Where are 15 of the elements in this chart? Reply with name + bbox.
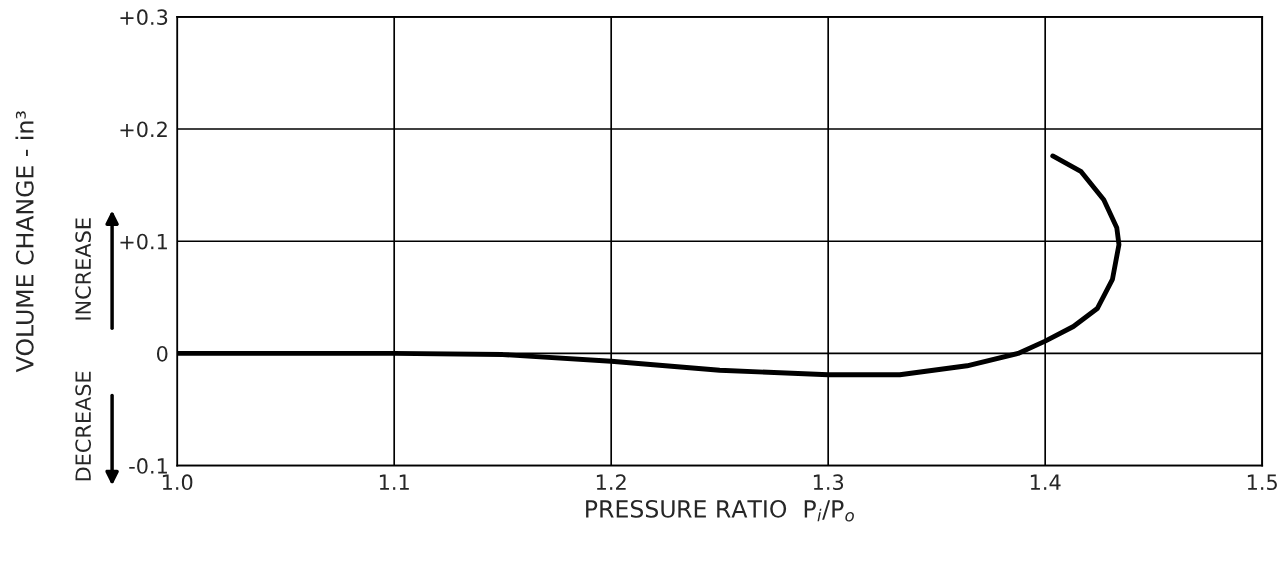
x-tick-label: 1.4 [1030, 474, 1061, 490]
x-tick-label: 1.1 [379, 474, 409, 490]
y-tick-label: +0.3 [120, 9, 168, 26]
x-axis-title: PRESSURE RATIO P$_{i}$/P$_{o}$ [586, 499, 854, 522]
x-tick-label: 1.2 [596, 474, 626, 490]
text: INCREASE [75, 218, 92, 320]
y-tick-label: 0 [156, 345, 168, 362]
x-tick-label: 1.0 [162, 474, 193, 491]
y-axis-title: VOLUME CHANGE - in³ [15, 111, 34, 373]
x-tick-label: 1.5 [1247, 474, 1277, 491]
y-tick-label: -0.1 [129, 458, 167, 474]
y-tick-label: +0.2 [120, 121, 167, 138]
y-tick-label: +0.1 [120, 233, 167, 250]
x-tick-label: 1.3 [813, 474, 844, 491]
text: DECREASE [75, 371, 92, 481]
